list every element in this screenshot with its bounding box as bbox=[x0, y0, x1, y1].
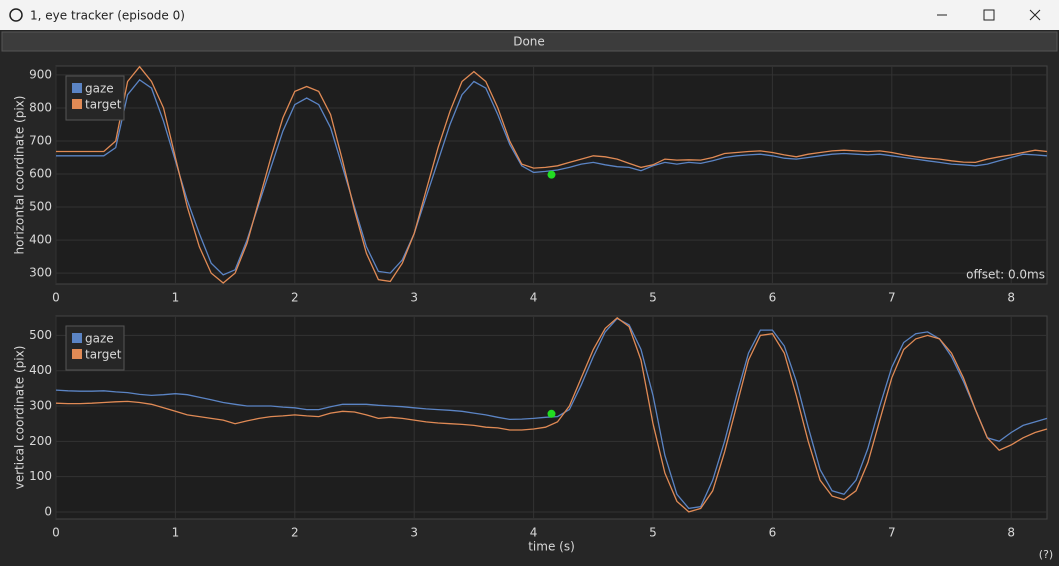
y-tick-label: 0 bbox=[44, 504, 52, 518]
legend bbox=[65, 75, 125, 121]
done-label[interactable]: Done bbox=[513, 35, 545, 49]
y-tick-label: 500 bbox=[29, 200, 52, 214]
x-tick-label: 7 bbox=[888, 526, 896, 540]
series-line bbox=[56, 65, 1048, 284]
close[interactable] bbox=[1029, 9, 1041, 21]
window-title: 1, eye tracker (episode 0) bbox=[30, 9, 185, 23]
y-tick-label: 100 bbox=[29, 469, 52, 483]
x-tick-label: 1 bbox=[172, 291, 180, 305]
x-tick-label: 8 bbox=[1007, 291, 1015, 305]
y-tick-label: 200 bbox=[29, 434, 52, 448]
y-tick-label: 400 bbox=[29, 233, 52, 247]
x-tick-label: 3 bbox=[410, 526, 418, 540]
help[interactable]: (?) bbox=[1039, 548, 1053, 561]
marker bbox=[547, 170, 556, 179]
x-tick-label: 2 bbox=[291, 291, 299, 305]
legend-swatch bbox=[72, 349, 82, 359]
y-axis-label: horizontal coordinate (pix) bbox=[13, 96, 27, 255]
x-axis-label: time (s) bbox=[528, 540, 575, 554]
x-tick-label: 6 bbox=[769, 526, 777, 540]
legend-label: gaze bbox=[85, 82, 114, 96]
y-tick-label: 800 bbox=[29, 100, 52, 114]
legend-label: target bbox=[85, 98, 122, 112]
legend-swatch bbox=[72, 333, 82, 343]
x-tick-label: 4 bbox=[530, 291, 538, 305]
x-tick-label: 7 bbox=[888, 291, 896, 305]
x-tick-label: 5 bbox=[649, 526, 657, 540]
y-tick-label: 700 bbox=[29, 133, 52, 147]
maximize[interactable] bbox=[983, 9, 995, 21]
done-button[interactable] bbox=[1, 31, 1058, 52]
x-tick-label: 4 bbox=[530, 526, 538, 540]
series-line bbox=[55, 316, 1048, 513]
legend-label: gaze bbox=[85, 332, 114, 346]
legend-label: target bbox=[85, 348, 122, 362]
y-tick-label: 900 bbox=[29, 67, 52, 81]
x-tick-label: 5 bbox=[649, 291, 657, 305]
x-tick-label: 3 bbox=[410, 291, 418, 305]
y-axis-label: vertical coordinate (pix) bbox=[13, 346, 27, 490]
y-tick-label: 500 bbox=[29, 328, 52, 342]
x-tick-label: 8 bbox=[1007, 526, 1015, 540]
y-tick-label: 600 bbox=[29, 167, 52, 181]
y-tick-label: 300 bbox=[29, 266, 52, 280]
legend-swatch bbox=[72, 83, 82, 93]
app-icon bbox=[9, 8, 23, 22]
x-tick-label: 1 bbox=[172, 526, 180, 540]
x-tick-label: 0 bbox=[52, 526, 60, 540]
x-tick-label: 2 bbox=[291, 526, 299, 540]
annotation: offset: 0.0ms bbox=[966, 268, 1045, 282]
y-tick-label: 400 bbox=[29, 363, 52, 377]
x-tick-label: 0 bbox=[52, 291, 60, 305]
marker bbox=[547, 409, 556, 418]
x-tick-label: 6 bbox=[769, 291, 777, 305]
legend-swatch bbox=[72, 99, 82, 109]
y-tick-label: 300 bbox=[29, 399, 52, 413]
title-bar bbox=[0, 0, 1059, 30]
